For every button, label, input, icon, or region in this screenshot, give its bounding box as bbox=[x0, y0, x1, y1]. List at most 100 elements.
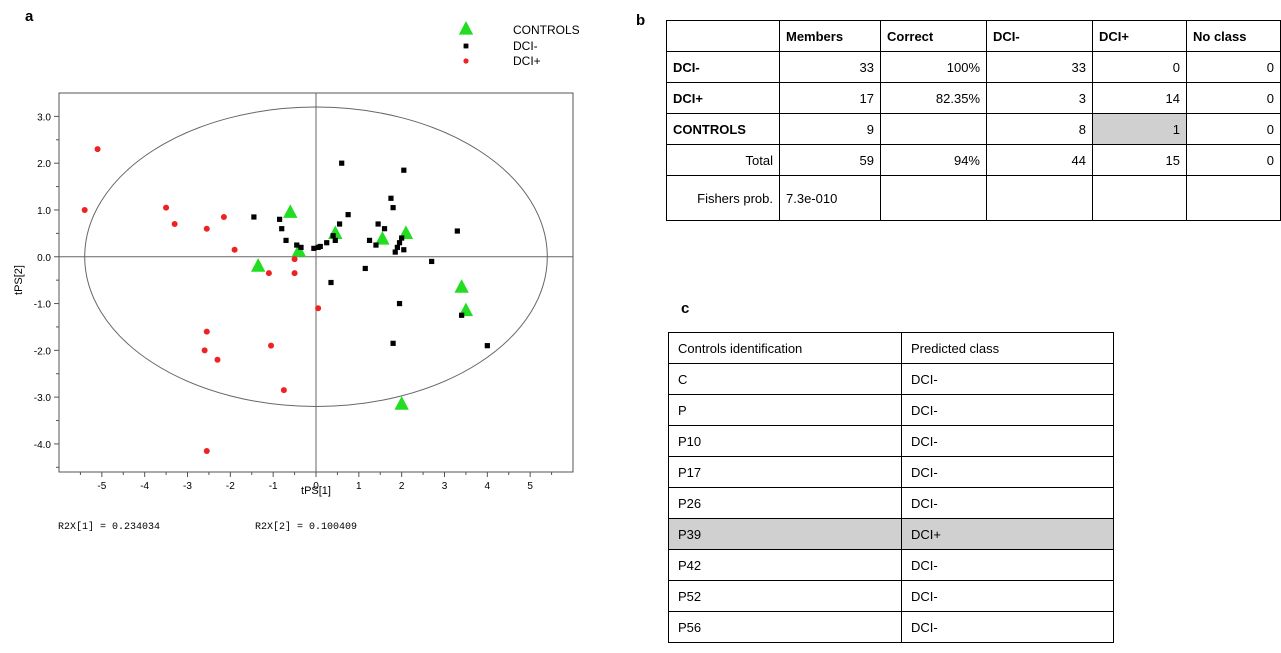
x-tick-label: 0 bbox=[313, 481, 319, 492]
point-dci-minus bbox=[366, 237, 373, 243]
point-dci-plus bbox=[171, 221, 178, 228]
panel-letter-c: c bbox=[681, 300, 690, 317]
table-row: DCI- 33 100% 33 0 0 bbox=[666, 51, 1281, 83]
y-tick-label: -1.0 bbox=[34, 300, 52, 311]
table-b-cell: 0 bbox=[1186, 113, 1281, 145]
point-dci-minus bbox=[332, 237, 338, 243]
point-dci-plus bbox=[214, 356, 221, 363]
point-dci-plus bbox=[315, 305, 322, 312]
point-dci-plus bbox=[280, 387, 287, 394]
panel-letter-a: a bbox=[25, 8, 34, 25]
table-b-cell: 3 bbox=[986, 82, 1093, 114]
table-b-cell bbox=[880, 113, 987, 145]
control-id-cell: P56 bbox=[668, 611, 902, 643]
point-dci-minus bbox=[454, 228, 460, 234]
annotation-r2x1: R2X[1] = 0.234034 bbox=[58, 521, 160, 533]
control-id-cell: P bbox=[668, 394, 902, 426]
y-tick-label: -4.0 bbox=[34, 440, 52, 451]
control-id-cell: P39 bbox=[668, 518, 902, 550]
point-dci-minus bbox=[317, 243, 323, 250]
table-b-header-cell bbox=[666, 20, 780, 52]
point-dci-minus bbox=[396, 300, 403, 307]
point-dci-minus bbox=[401, 167, 407, 173]
point-dci-minus bbox=[459, 312, 465, 318]
point-dci-minus bbox=[399, 235, 405, 241]
table-b-cell: 7.3e-010 bbox=[779, 175, 881, 221]
legend-marker-controls bbox=[458, 21, 474, 35]
table-b-row-label: CONTROLS bbox=[666, 113, 780, 145]
table-b-cell: 1 bbox=[1092, 113, 1187, 145]
legend-marker-dci-minus bbox=[463, 43, 469, 49]
y-axis-label: tPS[2] bbox=[13, 265, 25, 295]
table-b-cell bbox=[1186, 175, 1281, 221]
predicted-class-cell: DCI- bbox=[901, 549, 1114, 581]
table-b-header-row: Members Correct DCI- DCI+ No class bbox=[666, 20, 1281, 52]
point-dci-minus bbox=[324, 240, 330, 246]
point-dci-minus bbox=[388, 195, 394, 201]
point-dci-plus bbox=[231, 246, 238, 253]
legend-label-dci-minus: DCI- bbox=[513, 39, 538, 53]
x-tick-label: 5 bbox=[527, 481, 533, 492]
predicted-class-cell: DCI- bbox=[901, 611, 1114, 643]
point-controls bbox=[454, 279, 469, 293]
table-b-cell: 94% bbox=[880, 144, 987, 176]
x-tick-label: -2 bbox=[226, 481, 235, 492]
table-b-cell: 0 bbox=[1186, 51, 1281, 83]
point-dci-minus bbox=[279, 226, 285, 232]
predicted-class-cell: DCI+ bbox=[901, 518, 1114, 550]
point-dci-minus bbox=[362, 265, 368, 272]
table-b-cell: 17 bbox=[779, 82, 881, 114]
control-id-cell: C bbox=[668, 363, 902, 395]
point-dci-plus bbox=[265, 270, 272, 277]
table-b-row-label: Total bbox=[666, 144, 780, 176]
point-controls bbox=[375, 230, 390, 245]
y-tick-label: 1.0 bbox=[37, 206, 51, 217]
panel-letter-b: b bbox=[636, 12, 646, 29]
point-dci-minus bbox=[336, 221, 343, 227]
table-b-cell bbox=[986, 175, 1093, 221]
predicted-class-cell: DCI- bbox=[901, 487, 1114, 519]
table-row: Total 59 94% 44 15 0 bbox=[666, 144, 1281, 176]
point-dci-minus bbox=[298, 244, 304, 251]
x-tick-label: 3 bbox=[442, 481, 448, 492]
point-dci-plus bbox=[201, 347, 208, 354]
control-id-cell: P52 bbox=[668, 580, 902, 612]
point-dci-minus bbox=[330, 233, 336, 239]
point-dci-minus bbox=[429, 258, 435, 265]
point-dci-plus bbox=[291, 256, 298, 263]
point-dci-plus bbox=[94, 146, 101, 153]
classification-table: Members Correct DCI- DCI+ No class DCI- 33 100%… bbox=[666, 20, 1281, 221]
table-row: P42 DCI- bbox=[668, 549, 1114, 581]
controls-identification-table: Controls identification Predicted class C D… bbox=[668, 332, 1114, 643]
table-b-cell: 0 bbox=[1092, 51, 1187, 83]
y-tick-label: 3.0 bbox=[37, 112, 51, 123]
point-controls bbox=[283, 204, 298, 218]
y-tick-label: -3.0 bbox=[34, 393, 52, 404]
y-tick-label: 2.0 bbox=[37, 159, 51, 170]
table-row: P39 DCI+ bbox=[668, 518, 1114, 550]
control-id-cell: P42 bbox=[668, 549, 902, 581]
legend-label-dci-plus: DCI+ bbox=[513, 54, 541, 68]
table-b-row-label: Fishers prob. bbox=[666, 175, 780, 221]
table-b-row-label: DCI- bbox=[666, 51, 780, 83]
point-dci-minus bbox=[283, 237, 289, 243]
point-dci-minus bbox=[328, 279, 334, 286]
table-b-cell bbox=[1092, 175, 1187, 221]
annotation-r2x2: R2X[2] = 0.100409 bbox=[255, 521, 357, 533]
table-b-cell: 44 bbox=[986, 144, 1093, 176]
predicted-class-cell: DCI- bbox=[901, 456, 1114, 488]
table-b-header-cell: DCI+ bbox=[1092, 20, 1187, 52]
table-b-cell: 0 bbox=[1186, 82, 1281, 114]
table-row: P17 DCI- bbox=[668, 456, 1114, 488]
table-b-cell: 59 bbox=[779, 144, 881, 176]
point-dci-minus bbox=[394, 244, 400, 251]
point-dci-minus bbox=[390, 340, 396, 346]
point-dci-minus bbox=[401, 247, 407, 253]
data-points bbox=[81, 146, 490, 454]
legend: CONTROLS DCI-DCI+ bbox=[458, 21, 580, 68]
point-dci-minus bbox=[345, 212, 351, 218]
score-scatter-plot: CONTROLS DCI-DCI+ -5 -4 -3 -2 -1 0 1 2 3 4 5 3.0 2.0 1… bbox=[13, 21, 580, 533]
table-b-cell: 0 bbox=[1186, 144, 1281, 176]
point-dci-plus bbox=[268, 342, 275, 349]
point-dci-plus bbox=[81, 206, 88, 213]
